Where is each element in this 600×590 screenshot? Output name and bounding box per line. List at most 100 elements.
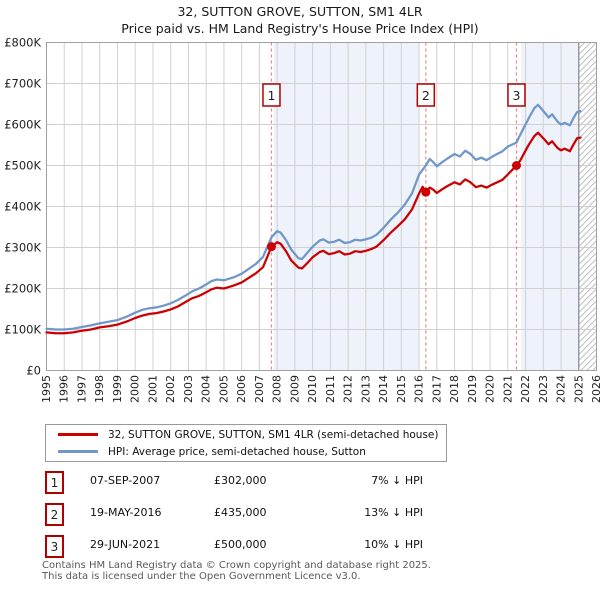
x-axis-label: 2010	[306, 375, 319, 403]
hatch-line	[578, 42, 592, 55]
hatch-line	[578, 228, 597, 247]
hatch-line	[578, 144, 597, 163]
hatch-line	[578, 318, 597, 337]
hatch-line	[578, 234, 597, 253]
hatch-line	[578, 186, 597, 205]
x-axis-label: 1999	[111, 375, 124, 403]
x-axis-label: 2015	[395, 375, 408, 403]
x-axis-label: 2001	[146, 375, 159, 403]
y-axis-label: £400K	[4, 200, 41, 214]
x-axis-label: 2004	[200, 375, 213, 403]
transaction-2-badge: 2	[45, 503, 64, 526]
marker-label: 3	[513, 88, 521, 103]
y-axis-label: £0	[26, 364, 41, 378]
marker-label-box	[416, 83, 436, 107]
chart-title-line2: Price paid vs. HM Land Registry's House …	[121, 21, 479, 36]
y-axis-label: £600K	[4, 118, 41, 132]
marker-label-box	[507, 83, 526, 107]
hatch-line	[578, 96, 597, 115]
x-axis-label: 1997	[75, 375, 88, 403]
hatch-line	[578, 246, 597, 265]
property-price-line	[45, 131, 582, 335]
sale-point-dot	[511, 161, 521, 170]
hatch-line	[578, 180, 597, 199]
chart-title-line1: 32, SUTTON GROVE, SUTTON, SM1 4LR	[177, 4, 423, 19]
x-axis-label: 2003	[182, 375, 195, 403]
x-axis-label: 2002	[164, 375, 177, 403]
hatch-line	[578, 120, 597, 139]
sale-point-dot	[266, 242, 276, 252]
y-axis-label: £300K	[4, 241, 41, 255]
hatch-line	[578, 270, 597, 289]
transaction-3-hpi-diff: 10% ↓ HPI	[364, 538, 423, 551]
hpi-line-swatch	[58, 450, 98, 453]
x-axis-label: 2017	[430, 375, 443, 403]
hatch-line	[578, 90, 597, 109]
transaction-1-date: 07-SEP-2007	[90, 474, 161, 487]
hatch-line	[578, 330, 597, 349]
transaction-2-price: £435,000	[214, 506, 267, 519]
x-axis-label: 2008	[271, 375, 284, 403]
property-line-swatch	[58, 433, 98, 436]
chart-legend: 32, SUTTON GROVE, SUTTON, SM1 4LR (semi-…	[45, 424, 447, 462]
hatch-line	[578, 324, 597, 343]
transaction-table: 1 07-SEP-2007 £302,000 7% ↓ HPI 2 19-MAY…	[45, 471, 465, 567]
y-axis-label: £200K	[4, 282, 41, 296]
hatch-line	[578, 78, 597, 97]
legend-label-property: 32, SUTTON GROVE, SUTTON, SM1 4LR (semi-…	[108, 428, 439, 441]
hatch-line	[578, 72, 597, 91]
license-footer: Contains HM Land Registry data © Crown c…	[42, 560, 582, 582]
x-axis-label: 2024	[555, 375, 568, 403]
x-axis-label: 2007	[253, 375, 266, 403]
hatch-line	[592, 366, 597, 371]
transaction-1-price: £302,000	[214, 474, 267, 487]
x-axis-label: 2009	[288, 375, 301, 403]
x-axis-label: 2019	[466, 375, 479, 403]
hatch-line	[578, 288, 597, 307]
marker-label: 1	[267, 88, 275, 103]
hatch-line	[578, 204, 597, 223]
hatch-line	[578, 240, 597, 259]
legend-row-property: 32, SUTTON GROVE, SUTTON, SM1 4LR (semi-…	[46, 428, 446, 442]
footer-line1: Contains HM Land Registry data © Crown c…	[42, 560, 431, 571]
hatch-line	[578, 138, 597, 157]
x-axis-label: 1996	[58, 375, 71, 403]
hatch-line	[578, 42, 597, 61]
price-chart: £0 £100K £200K £300K £400K £500K £600K £700K £80…	[4, 36, 600, 404]
hatch-line	[578, 48, 597, 67]
x-axis-label: 2006	[235, 375, 248, 403]
footer-line2: This data is licensed under the Open Gov…	[42, 571, 361, 582]
transaction-2-hpi-diff: 13% ↓ HPI	[364, 506, 423, 519]
hatch-line	[578, 306, 597, 325]
transaction-1-hpi-diff: 7% ↓ HPI	[371, 474, 423, 487]
hatch-line	[586, 360, 597, 371]
hatch-line	[578, 252, 597, 271]
x-axis-label: 2005	[217, 375, 230, 403]
hatch-line	[578, 312, 597, 331]
x-axis-label: 2013	[359, 375, 372, 403]
hatch-line	[578, 258, 597, 277]
hatch-line	[578, 222, 597, 241]
sale-point-dot	[421, 187, 431, 197]
transaction-3-price: £500,000	[214, 538, 267, 551]
x-axis-label: 2011	[324, 375, 337, 403]
hatch-line	[578, 126, 597, 145]
x-axis-label: 2026	[590, 375, 600, 403]
hatch-line	[578, 114, 597, 133]
hatch-line	[578, 336, 597, 355]
x-axis-label: 2000	[129, 375, 142, 403]
hatch-line	[578, 108, 597, 127]
hatch-line	[578, 60, 597, 79]
x-axis-label: 2020	[484, 375, 497, 403]
hatch-line	[578, 192, 597, 211]
hatch-line	[578, 102, 597, 121]
legend-row-hpi: HPI: Average price, semi-detached house,…	[46, 445, 446, 459]
table-row: 3 29-JUN-2021 £500,000 10% ↓ HPI	[45, 535, 465, 558]
plot-border	[46, 42, 597, 371]
hatch-line	[578, 84, 597, 103]
hpi-line	[45, 103, 582, 331]
legend-label-hpi: HPI: Average price, semi-detached house,…	[108, 445, 366, 458]
x-axis-label: 1998	[93, 375, 106, 403]
hatch-line	[578, 198, 597, 217]
marker-label: 2	[422, 88, 430, 103]
